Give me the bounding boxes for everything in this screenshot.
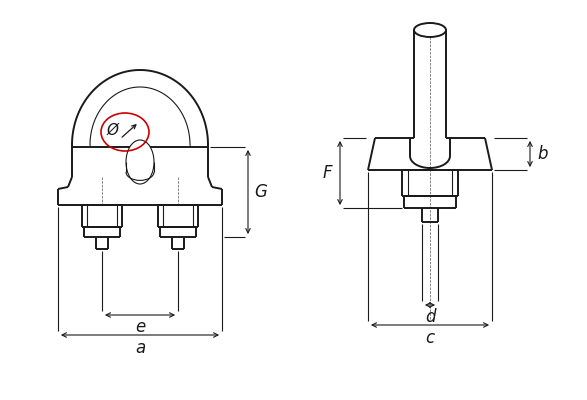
- Text: F: F: [322, 164, 332, 182]
- Text: Ø: Ø: [107, 122, 119, 138]
- Text: b: b: [538, 145, 548, 163]
- Text: G: G: [255, 183, 268, 201]
- Text: d: d: [425, 308, 435, 326]
- Ellipse shape: [414, 23, 446, 37]
- Text: c: c: [426, 329, 434, 347]
- Text: a: a: [135, 339, 145, 357]
- Ellipse shape: [126, 140, 154, 184]
- Text: e: e: [135, 318, 145, 336]
